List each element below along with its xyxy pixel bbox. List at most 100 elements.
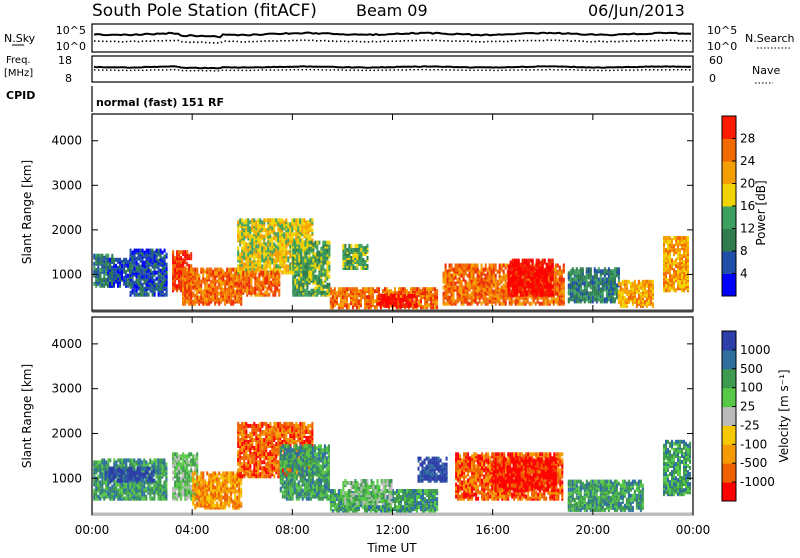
heatmap-cell — [178, 274, 180, 278]
heatmap-cell — [563, 298, 565, 302]
heatmap-cell — [632, 288, 634, 292]
heatmap-cell — [685, 254, 687, 258]
heatmap-cell — [289, 222, 291, 226]
heatmap-cell — [180, 276, 182, 280]
heatmap-cell — [292, 271, 294, 275]
heatmap-cell — [216, 268, 218, 272]
heatmap-cell — [473, 296, 475, 300]
heatmap-cell — [675, 242, 677, 246]
heatmap-cell — [491, 284, 493, 288]
heatmap-cell — [683, 260, 685, 264]
heatmap-cell — [144, 269, 146, 273]
heatmap-cell — [140, 281, 142, 285]
heatmap-cell — [117, 266, 119, 270]
heatmap-cell — [330, 305, 332, 309]
heatmap-cell — [388, 296, 390, 300]
heatmap-cell — [297, 218, 299, 222]
heatmap-cell — [301, 224, 303, 228]
heatmap-cell — [298, 249, 300, 253]
heatmap-cell — [555, 264, 557, 268]
heatmap-cell — [273, 218, 275, 222]
heatmap-cell — [318, 277, 320, 281]
heatmap-cell — [190, 256, 192, 260]
heatmap-cell — [358, 250, 360, 254]
heatmap-cell — [241, 258, 243, 262]
heatmap-cell — [194, 298, 196, 302]
heatmap-cell — [281, 264, 283, 268]
heatmap-cell — [208, 296, 210, 300]
heatmap-cell — [220, 298, 222, 302]
heatmap-cell — [592, 299, 594, 303]
heatmap-cell — [580, 291, 582, 295]
heatmap-cell — [612, 291, 614, 295]
heatmap-cell — [152, 265, 154, 269]
heatmap-cell — [304, 241, 306, 245]
heatmap-cell — [287, 222, 289, 226]
heatmap-cell — [598, 267, 600, 271]
heatmap-cell — [263, 254, 265, 258]
heatmap-cell — [495, 278, 497, 282]
heatmap-cell — [432, 293, 434, 297]
heatmap-cell — [107, 258, 109, 262]
heatmap-cell — [123, 282, 125, 286]
heatmap-cell — [152, 271, 154, 275]
heatmap-cell — [234, 268, 236, 272]
heatmap-cell — [616, 283, 618, 287]
heatmap-cell — [665, 236, 667, 240]
heatmap-cell — [550, 265, 552, 269]
heatmap-cell — [101, 458, 103, 462]
heatmap-cell — [602, 269, 604, 273]
heatmap-cell — [318, 289, 320, 293]
heatmap-cell — [384, 294, 386, 298]
heatmap-cell — [580, 295, 582, 299]
heatmap-cell — [526, 281, 528, 285]
heatmap-cell — [103, 489, 105, 493]
heatmap-cell — [457, 286, 459, 290]
heatmap-cell — [150, 269, 152, 273]
heatmap-cell — [534, 273, 536, 277]
heatmap-cell — [230, 268, 232, 272]
heatmap-cell — [362, 295, 364, 299]
heatmap-cell — [250, 271, 252, 275]
heatmap-cell — [424, 301, 426, 305]
heatmap-cell — [673, 244, 675, 248]
heatmap-cell — [109, 282, 111, 286]
heatmap-cell — [402, 298, 404, 302]
heatmap-cell — [206, 282, 208, 286]
heatmap-cell — [671, 258, 673, 262]
heatmap-cell — [239, 234, 241, 238]
nsearch-tick-top: 10^5 — [707, 24, 737, 37]
heatmap-cell — [590, 291, 592, 295]
heatmap-cell — [308, 255, 310, 259]
heatmap-cell — [512, 285, 514, 289]
heatmap-cell — [416, 296, 418, 300]
heatmap-cell — [360, 289, 362, 293]
heatmap-cell — [289, 236, 291, 240]
heatmap-cell — [451, 268, 453, 272]
heatmap-cell — [253, 250, 255, 254]
heatmap-cell — [200, 268, 202, 272]
heatmap-cell — [264, 277, 266, 281]
heatmap-cell — [236, 290, 238, 294]
heatmap-cell — [166, 263, 168, 267]
nsearch-tick-bottom: 10^0 — [707, 40, 737, 53]
colorbar-swatch — [722, 161, 736, 184]
heatmap-cell — [283, 268, 285, 272]
heatmap-cell — [210, 268, 212, 272]
heatmap-cell — [271, 226, 273, 230]
heatmap-cell — [312, 289, 314, 293]
heatmap-cell — [436, 305, 438, 309]
heatmap-cell — [606, 291, 608, 295]
heatmap-cell — [148, 277, 150, 281]
heatmap-cell — [111, 258, 113, 262]
heatmap-cell — [342, 303, 344, 307]
heatmap-cell — [318, 241, 320, 245]
heatmap-cell — [320, 247, 322, 251]
heatmap-cell — [234, 290, 236, 294]
heatmap-cell — [503, 276, 505, 280]
heatmap-cell — [300, 261, 302, 265]
heatmap-cell — [485, 284, 487, 288]
heatmap-cell — [532, 277, 534, 281]
heatmap-cell — [293, 232, 295, 236]
heatmap-cell — [328, 261, 330, 265]
